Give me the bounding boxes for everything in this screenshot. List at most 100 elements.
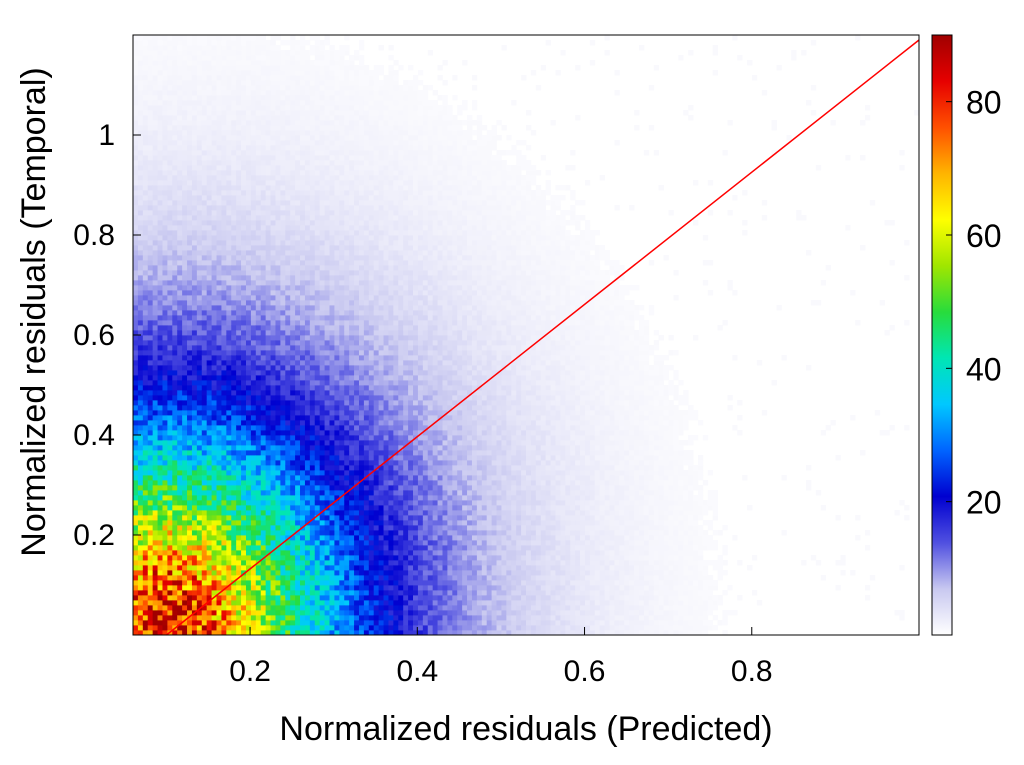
heatmap-cell [319, 85, 325, 91]
heatmap-cell [216, 580, 222, 586]
heatmap-cell [216, 570, 222, 576]
heatmap-cell [290, 525, 296, 531]
heatmap-cell [314, 165, 321, 171]
heatmap-cell [236, 95, 242, 101]
heatmap-cell [137, 190, 144, 196]
heatmap-cell [162, 375, 168, 381]
heatmap-cell [309, 315, 316, 321]
heatmap-cell [187, 510, 193, 516]
heatmap-cell [285, 285, 291, 291]
heatmap-cell [201, 55, 208, 61]
heatmap-cell [196, 605, 203, 611]
heatmap-cell [162, 550, 168, 556]
heatmap-cell [250, 95, 257, 101]
heatmap-cell [231, 380, 237, 386]
heatmap-cell [314, 510, 321, 516]
heatmap-cell [211, 225, 217, 231]
heatmap-cell [295, 165, 301, 171]
heatmap-cell [182, 180, 188, 186]
heatmap-cell [231, 125, 237, 131]
heatmap-cell [201, 435, 208, 441]
heatmap-cell [260, 105, 267, 111]
heatmap-cell [187, 220, 193, 226]
heatmap-cell [270, 525, 276, 531]
heatmap-cell [241, 580, 247, 586]
heatmap-cell [245, 165, 252, 171]
heatmap-cell [324, 340, 330, 346]
heatmap-cell [133, 335, 139, 341]
heatmap-cell [167, 80, 173, 86]
heatmap-cell [290, 150, 296, 156]
heatmap-cell [300, 460, 306, 466]
heatmap-cell [133, 275, 139, 281]
heatmap-cell [201, 545, 208, 551]
heatmap-cell [295, 390, 301, 396]
heatmap-cell [152, 340, 158, 346]
heatmap-cell [157, 405, 163, 411]
heatmap-cell [172, 55, 178, 61]
heatmap-cell [236, 455, 242, 461]
heatmap-cell [324, 295, 330, 301]
heatmap-cell [152, 345, 158, 351]
heatmap-cell [270, 585, 276, 591]
heatmap-cell [324, 360, 330, 366]
heatmap-cell [250, 315, 257, 321]
heatmap-cell [300, 410, 306, 416]
heatmap-cell [162, 255, 168, 261]
heatmap-cell [226, 580, 232, 586]
heatmap-cell [231, 410, 237, 416]
heatmap-cell [300, 620, 306, 626]
heatmap-cell [275, 95, 281, 101]
heatmap-cell [221, 350, 227, 356]
heatmap-cell [275, 120, 281, 126]
heatmap-cell [172, 605, 178, 611]
heatmap-cell [221, 520, 227, 526]
heatmap-cell [191, 125, 198, 131]
heatmap-cell [211, 245, 217, 251]
heatmap-cell [137, 465, 144, 471]
heatmap-cell [231, 575, 237, 581]
heatmap-cell [304, 420, 311, 426]
heatmap-cell [295, 210, 301, 216]
heatmap-cell [314, 460, 321, 466]
heatmap-cell [275, 85, 281, 91]
heatmap-cell [211, 540, 217, 546]
heatmap-cell [324, 430, 330, 436]
heatmap-cell [270, 230, 276, 236]
heatmap-cell [290, 295, 296, 301]
heatmap-cell [334, 450, 340, 456]
heatmap-cell [226, 400, 232, 406]
heatmap-cell [147, 105, 154, 111]
heatmap-cell [157, 415, 163, 421]
heatmap-cell [275, 620, 281, 626]
heatmap-cell [167, 195, 173, 201]
heatmap-cell [236, 315, 242, 321]
heatmap-cell [201, 175, 208, 181]
heatmap-cell [314, 215, 321, 221]
heatmap-cell [162, 110, 168, 116]
heatmap-cell [191, 445, 198, 451]
heatmap-cell [142, 535, 149, 541]
heatmap-cell [265, 120, 271, 126]
heatmap-cell [329, 170, 335, 176]
heatmap-cell [285, 225, 291, 231]
heatmap-cell [133, 35, 139, 41]
heatmap-cell [221, 575, 227, 581]
heatmap-cell [172, 375, 178, 381]
heatmap-cell [290, 565, 296, 571]
heatmap-cell [172, 620, 178, 626]
heatmap-cell [137, 245, 144, 251]
heatmap-cell [177, 620, 183, 626]
heatmap-cell [304, 560, 311, 566]
heatmap-cell [211, 630, 217, 636]
heatmap-cell [226, 250, 232, 256]
heatmap-cell [211, 420, 217, 426]
heatmap-cell [133, 330, 139, 336]
heatmap-cell [187, 45, 193, 51]
heatmap-cell [172, 525, 178, 531]
heatmap-cell [206, 295, 212, 301]
heatmap-cell [182, 385, 188, 391]
heatmap-cell [206, 150, 212, 156]
heatmap-cell [162, 525, 168, 531]
heatmap-cell [285, 165, 291, 171]
